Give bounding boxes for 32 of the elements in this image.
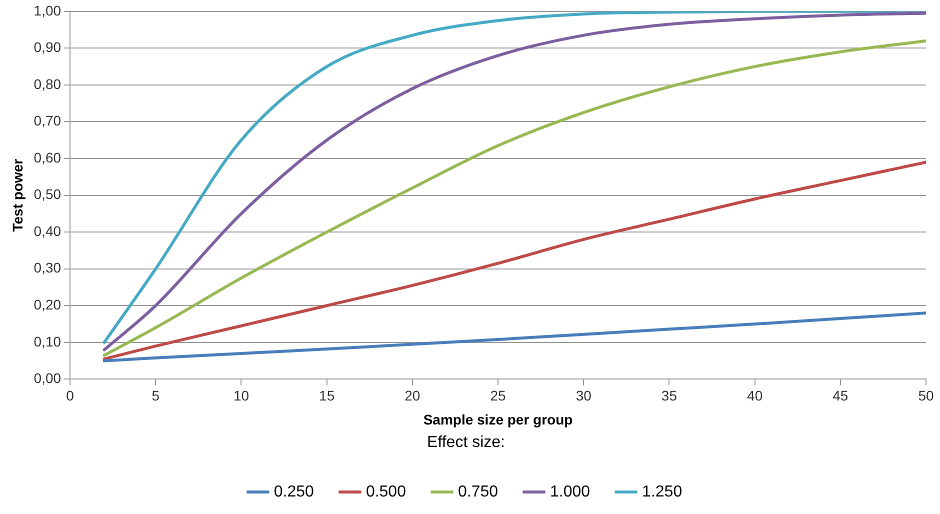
y-tick-label: 1,00	[34, 2, 62, 18]
x-tick-label: 10	[233, 387, 250, 404]
x-tick-label: 30	[576, 387, 592, 404]
x-tick-label: 5	[152, 387, 160, 404]
x-tick-label: 25	[490, 387, 506, 404]
x-tick-label: 0	[66, 387, 74, 404]
y-tick-label: 0,10	[34, 333, 62, 350]
line-series	[102, 160, 926, 360]
line-series	[102, 311, 926, 362]
x-tick-label: 20	[404, 387, 420, 404]
x-tick-label: 40	[747, 387, 763, 404]
y-tick-label: 0,90	[34, 39, 62, 56]
y-tick-label: 0,40	[34, 222, 62, 239]
x-axis-title: Sample size per group	[423, 411, 573, 428]
legend-label: 0.250	[274, 483, 314, 500]
y-tick-label: 0,60	[34, 149, 62, 166]
legend-label: 1.000	[550, 483, 590, 500]
y-tick-label: 0,70	[34, 112, 62, 129]
y-tick-label: 0,00	[34, 370, 62, 386]
legend-label: 0.750	[458, 483, 498, 500]
legend-title: Effect size:	[427, 434, 505, 452]
x-tick-label: 15	[319, 387, 335, 404]
y-axis-title: Test power	[9, 158, 26, 232]
legend-label: 0.500	[366, 483, 406, 500]
x-tick-label: 35	[661, 387, 678, 404]
x-tick-label: 45	[832, 387, 848, 404]
x-tick-label: 50	[918, 387, 934, 404]
legend-label: 1.250	[642, 483, 682, 500]
y-tick-label: 0,30	[34, 260, 62, 276]
y-tick-label: 0,20	[34, 296, 62, 312]
y-tick-label: 0,80	[34, 76, 62, 92]
y-tick-label: 0,50	[34, 186, 62, 202]
